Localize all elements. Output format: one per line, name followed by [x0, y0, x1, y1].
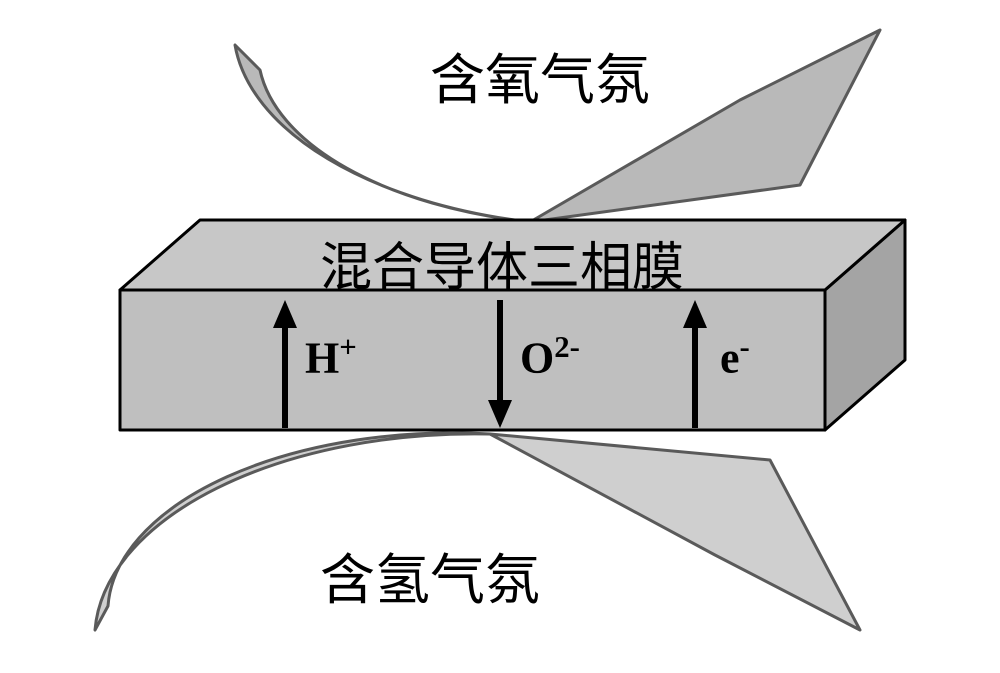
label-oxygen-base: O	[520, 334, 554, 383]
label-proton-base: H	[305, 334, 339, 383]
label-top-atmosphere: 含氧气氛	[430, 35, 650, 115]
label-proton-charge: +	[339, 330, 357, 364]
label-electron: e-	[720, 330, 750, 384]
label-membrane: 混合导体三相膜	[320, 225, 684, 300]
diagram-root: { "labels": { "top_atmosphere": "含氧气氛", …	[0, 0, 1000, 673]
label-oxygen: O2-	[520, 330, 580, 384]
label-oxygen-charge: 2-	[554, 330, 580, 364]
label-electron-base: e	[720, 334, 740, 383]
label-proton: H+	[305, 330, 357, 384]
label-electron-charge: -	[740, 330, 750, 364]
label-bottom-atmosphere: 含氢气氛	[320, 535, 540, 615]
